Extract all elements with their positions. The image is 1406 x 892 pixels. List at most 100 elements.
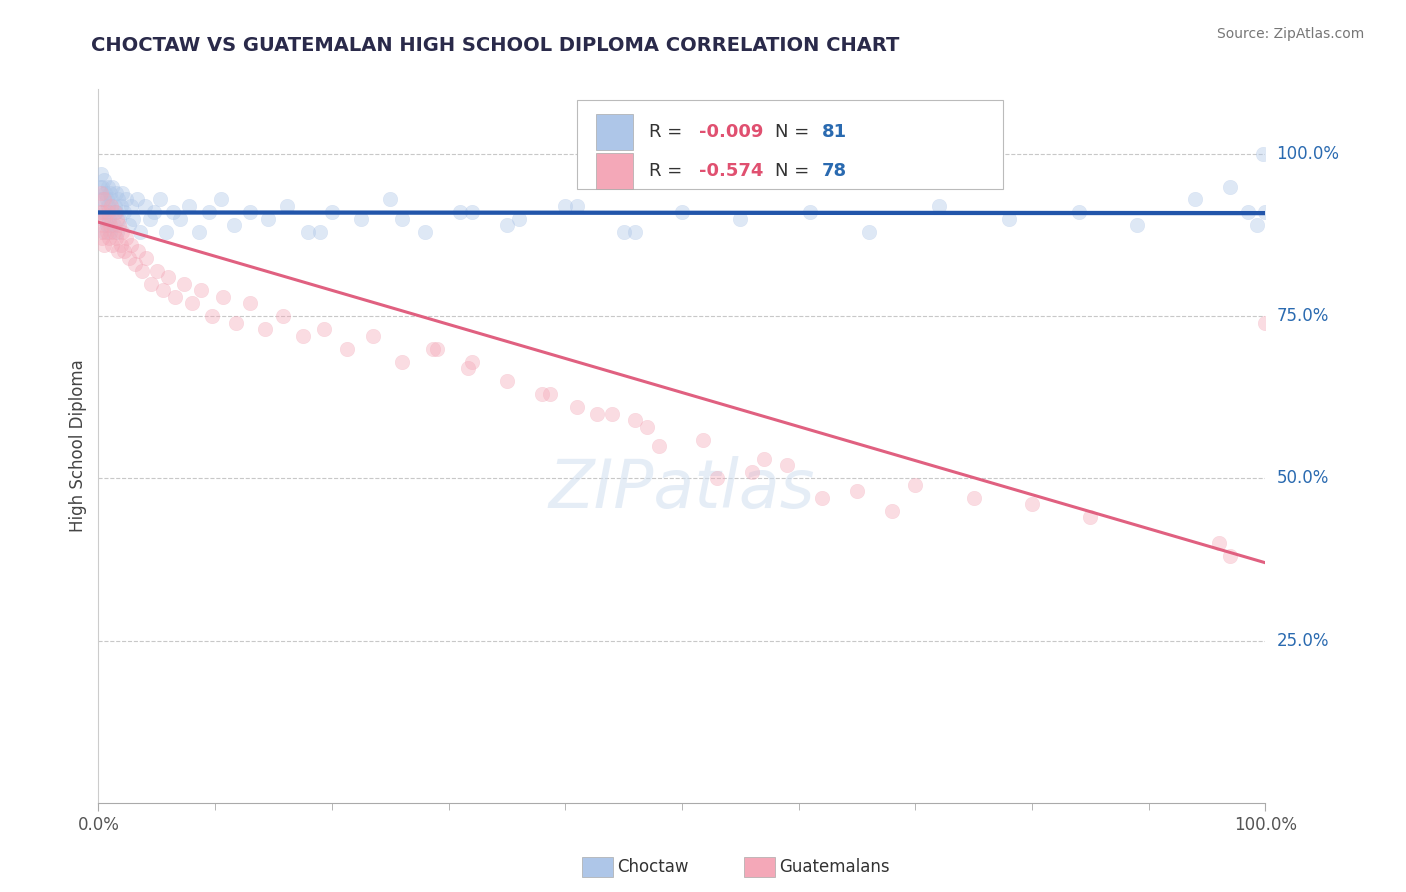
Point (426, 342, 449, 356)
Point (461, 205, 484, 219)
Point (125, 193, 148, 207)
Point (530, 387, 553, 401)
Point (692, 433, 714, 447)
Point (201, 310, 224, 324)
Point (90, 186, 112, 200)
Point (94, 205, 117, 219)
Point (91, 193, 114, 207)
Text: Choctaw: Choctaw (617, 858, 689, 876)
Point (100, 199, 122, 213)
Point (96, 193, 118, 207)
Point (413, 225, 436, 239)
Point (297, 225, 319, 239)
Text: R =: R = (650, 123, 688, 141)
Point (110, 199, 132, 213)
Point (107, 244, 129, 259)
Point (391, 354, 413, 368)
Text: Guatemalans: Guatemalans (779, 858, 890, 876)
Point (104, 231, 127, 245)
Point (496, 374, 519, 388)
Point (422, 342, 444, 356)
Point (1251, 147, 1274, 161)
Point (131, 264, 153, 278)
Point (100, 193, 122, 207)
Point (93, 173, 115, 187)
Point (103, 225, 125, 239)
Point (90, 179, 112, 194)
Point (101, 238, 124, 252)
Point (671, 205, 693, 219)
Point (198, 205, 221, 219)
Point (97, 179, 120, 194)
Point (271, 310, 294, 324)
Point (1126, 219, 1149, 233)
Point (380, 193, 402, 207)
Point (152, 283, 174, 297)
Point (120, 199, 142, 213)
Text: N =: N = (775, 161, 815, 180)
Point (212, 290, 235, 304)
Point (613, 225, 636, 239)
Point (336, 342, 359, 356)
Point (962, 491, 984, 505)
Point (129, 225, 152, 239)
Point (496, 219, 519, 233)
Point (1219, 549, 1241, 564)
Point (134, 199, 156, 213)
Point (190, 283, 212, 297)
Point (139, 277, 162, 291)
Point (187, 225, 209, 239)
Point (846, 484, 869, 499)
Point (89, 179, 111, 194)
Point (115, 231, 138, 245)
Point (115, 193, 138, 207)
Point (811, 491, 834, 505)
Point (96, 219, 118, 233)
Point (111, 186, 134, 200)
Point (101, 179, 124, 194)
Point (730, 211, 752, 226)
Point (706, 471, 728, 485)
Point (107, 193, 129, 207)
Point (391, 211, 413, 226)
Point (997, 211, 1019, 226)
Point (1219, 179, 1241, 194)
Point (624, 225, 647, 239)
Point (254, 322, 277, 336)
Point (112, 205, 135, 219)
Point (225, 316, 247, 330)
Point (124, 257, 146, 271)
Point (350, 211, 373, 226)
Point (104, 199, 127, 213)
Point (93, 238, 115, 252)
Point (624, 413, 647, 427)
Point (1021, 497, 1043, 511)
Text: 78: 78 (823, 161, 846, 180)
Point (98, 186, 121, 200)
FancyBboxPatch shape (576, 100, 1002, 189)
Point (1254, 316, 1277, 330)
Point (312, 322, 335, 336)
Point (89, 205, 111, 219)
Text: 25.0%: 25.0% (1277, 632, 1329, 649)
Point (222, 219, 245, 233)
Point (108, 219, 131, 233)
Point (120, 238, 142, 252)
Point (97, 205, 120, 219)
Point (904, 478, 927, 492)
Point (880, 504, 903, 518)
Point (276, 199, 298, 213)
Point (135, 251, 157, 265)
Point (179, 199, 201, 213)
Point (155, 225, 177, 239)
Point (97, 199, 120, 213)
FancyBboxPatch shape (596, 114, 633, 150)
Point (565, 400, 588, 414)
Text: 81: 81 (823, 123, 846, 141)
Text: 75.0%: 75.0% (1277, 307, 1329, 326)
Point (96, 225, 118, 239)
Point (104, 205, 127, 219)
Point (565, 199, 588, 213)
Point (90, 205, 112, 219)
Point (93, 193, 115, 207)
